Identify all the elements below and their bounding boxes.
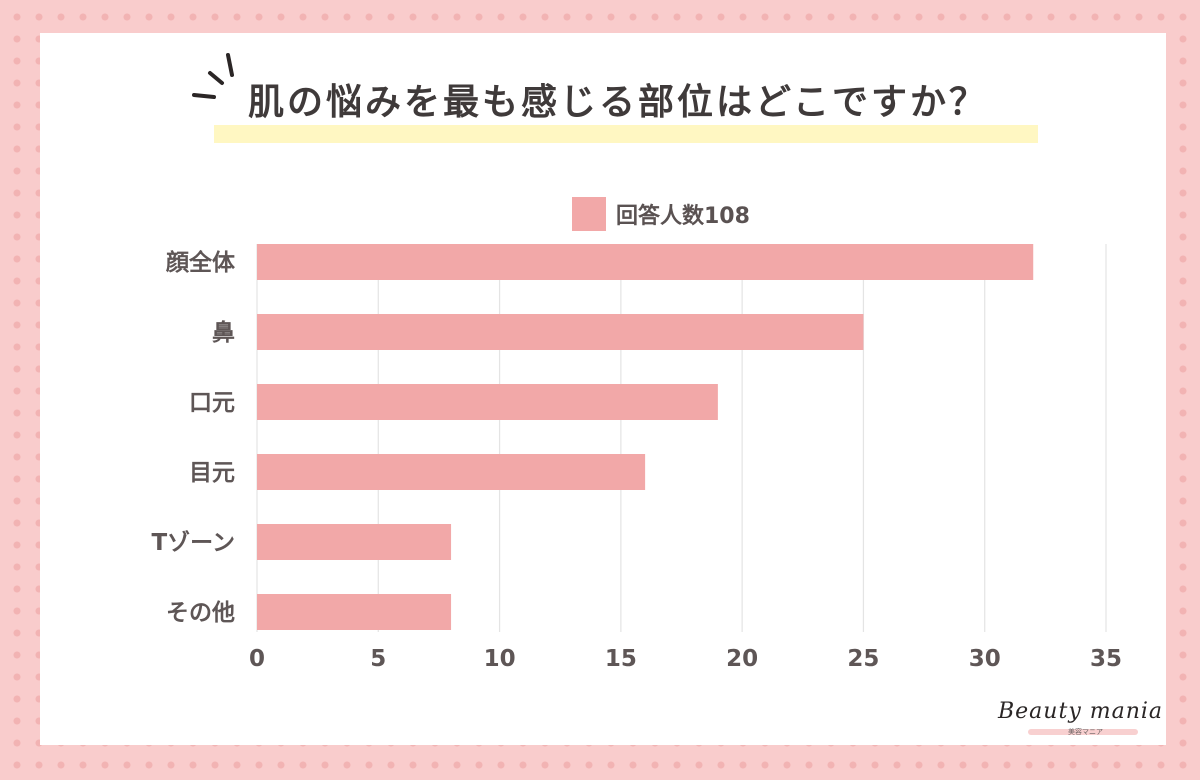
category-label: その他 <box>166 600 235 626</box>
grid-lines <box>256 244 1107 632</box>
bar <box>257 594 452 630</box>
category-label: 目元 <box>189 460 235 486</box>
legend-swatch <box>572 197 606 231</box>
accent-lines-icon <box>192 53 234 99</box>
bar <box>257 384 718 420</box>
x-tick-label: 30 <box>969 646 1001 672</box>
x-tick-label: 35 <box>1090 646 1122 672</box>
title-area: 肌の悩みを最も感じる部位はどこですか？ <box>40 33 1166 173</box>
chart-title: 肌の悩みを最も感じる部位はどこですか？ <box>248 82 988 123</box>
x-tick-label: 20 <box>726 646 758 672</box>
category-label: Tゾーン <box>151 529 235 556</box>
x-tick-label: 0 <box>249 646 265 672</box>
category-label: 口元 <box>189 390 235 416</box>
logo-brush-stroke <box>1028 729 1138 735</box>
x-tick-labels: 0 5 10 15 20 25 30 35 <box>249 646 1122 672</box>
logo-subtext: 美容マニア <box>1068 728 1103 736</box>
legend-label: 回答人数108 <box>616 204 750 229</box>
brand-logo: Beauty mania 美容マニア <box>998 697 1168 743</box>
bar <box>257 314 864 350</box>
x-tick-label: 25 <box>847 646 879 672</box>
title-highlight <box>214 125 1038 143</box>
legend: 回答人数108 <box>572 197 750 231</box>
bar <box>257 524 452 560</box>
bar <box>257 244 1034 280</box>
logo-text: Beauty mania <box>998 699 1164 724</box>
bars <box>257 244 1034 630</box>
x-tick-label: 5 <box>370 646 386 672</box>
x-tick-label: 15 <box>605 646 637 672</box>
category-label: 顔全体 <box>165 249 236 276</box>
bar <box>257 454 646 490</box>
category-label: 鼻 <box>212 319 235 346</box>
x-tick-label: 10 <box>484 646 516 672</box>
